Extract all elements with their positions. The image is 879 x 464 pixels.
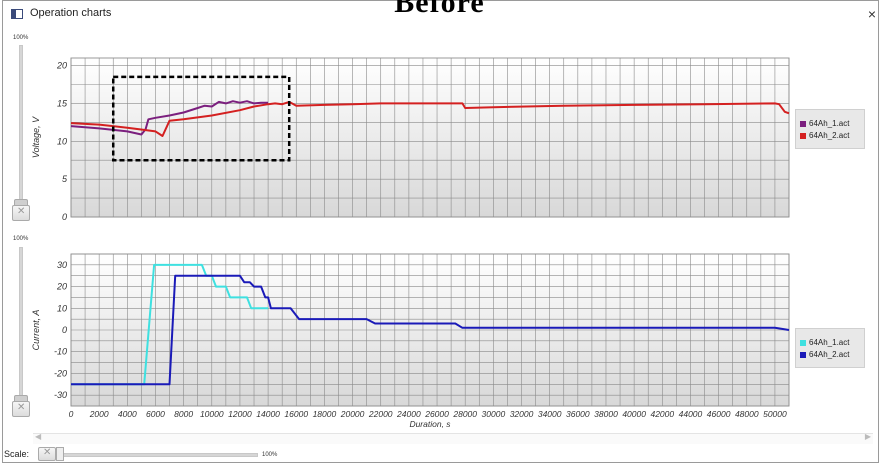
y-tick-label: 20	[56, 61, 67, 71]
legend-swatch	[800, 352, 806, 358]
bottom-slider-thumb[interactable]	[12, 401, 30, 417]
before-heading: Before	[394, 0, 485, 19]
x-tick-label: 48000	[735, 409, 759, 419]
horizontal-scrollbar[interactable]: ◀ ▶	[33, 432, 873, 444]
series-line	[70, 100, 790, 137]
x-tick-label: 44000	[679, 409, 703, 419]
y-tick-label: -20	[54, 368, 67, 378]
x-tick-label: 10000	[200, 409, 224, 419]
bottom-slider-percent: 100%	[13, 236, 29, 242]
y-axis-label: Voltage, V	[31, 116, 41, 158]
top-zoom-slider[interactable]	[9, 45, 31, 225]
top-slider-percent: 100%	[13, 35, 29, 41]
y-tick-label: 5	[62, 174, 68, 184]
x-tick-label: 20000	[340, 409, 365, 419]
x-axis-label: Duration, s	[409, 419, 451, 429]
legend-swatch	[800, 133, 806, 139]
x-tick-label: 34000	[538, 409, 562, 419]
x-tick-label: 26000	[424, 409, 449, 419]
chart-window-icon	[11, 9, 23, 19]
scroll-left-icon[interactable]: ◀	[35, 432, 42, 441]
close-button[interactable]: ×	[867, 6, 876, 22]
y-tick-label: -30	[54, 390, 67, 400]
y-tick-label: 10	[57, 303, 67, 313]
x-tick-label: 12000	[228, 409, 252, 419]
title-bar: Operation charts ×	[3, 1, 878, 25]
y-tick-label: 30	[57, 260, 67, 270]
y-tick-label: 0	[62, 212, 67, 222]
legend-swatch	[800, 340, 806, 346]
bottom-zoom-slider[interactable]	[9, 247, 31, 427]
x-tick-label: 40000	[622, 409, 646, 419]
x-tick-label: 28000	[452, 409, 477, 419]
voltage-chart: 0 5 10 15 20 Voltage, V	[31, 57, 790, 222]
x-tick-label: 6000	[146, 409, 165, 419]
legend-item-voltage-1: 64Ah_1.act	[800, 118, 864, 130]
legend-item-voltage-2: 64Ah_2.act	[800, 130, 864, 142]
scale-slider-track[interactable]	[56, 453, 258, 457]
highlight-box	[111, 75, 291, 162]
x-tick-label: 2000	[89, 409, 109, 419]
current-chart: -30 -20 -10 0 10 20 30 Current, A 0 2000 4000 6000 8…	[31, 253, 790, 429]
top-slider-thumb[interactable]	[12, 205, 30, 221]
y-axis-label: Current, A	[31, 310, 41, 351]
plot-area	[70, 57, 790, 218]
y-tick-label: 20	[56, 282, 67, 292]
x-tick-label: 0	[69, 409, 74, 419]
x-tick-label: 42000	[650, 409, 674, 419]
scale-percent: 100%	[262, 452, 278, 458]
x-tick-label: 38000	[594, 409, 618, 419]
y-tick-label: -10	[54, 347, 67, 357]
legend-item-current-2: 64Ah_2.act	[800, 349, 864, 361]
x-tick-label: 22000	[368, 409, 393, 419]
scale-slider-thumb-edge[interactable]	[56, 447, 64, 461]
legend-swatch	[800, 121, 806, 127]
window-title: Operation charts	[30, 7, 112, 19]
x-tick-label: 16000	[284, 409, 308, 419]
x-tick-label: 8000	[174, 409, 193, 419]
bottom-slider-thumb-cap[interactable]	[14, 395, 28, 401]
x-tick-label: 50000	[763, 409, 787, 419]
series-line	[70, 100, 269, 136]
scroll-right-icon[interactable]: ▶	[864, 432, 871, 441]
x-tick-label: 18000	[313, 409, 337, 419]
x-tick-label: 36000	[566, 409, 590, 419]
scale-label: Scale:	[4, 449, 30, 459]
top-slider-thumb-cap[interactable]	[14, 199, 28, 205]
legend-item-current-1: 64Ah_1.act	[800, 337, 864, 349]
series-line	[71, 274, 790, 386]
x-tick-label: 32000	[510, 409, 534, 419]
x-tick-label: 30000	[482, 409, 506, 419]
x-tick-label: 46000	[707, 409, 731, 419]
y-tick-label: 15	[57, 98, 68, 108]
x-tick-label: 24000	[396, 409, 421, 419]
y-tick-label: 10	[57, 136, 67, 146]
current-legend: 64Ah_1.act 64Ah_2.act	[795, 328, 865, 368]
y-tick-label: 0	[62, 325, 67, 335]
scale-slider-thumb[interactable]	[38, 447, 56, 461]
voltage-legend: 64Ah_1.act 64Ah_2.act	[795, 109, 865, 149]
series-line	[71, 263, 269, 386]
x-tick-label: 4000	[118, 409, 137, 419]
x-tick-label: 14000	[256, 409, 280, 419]
